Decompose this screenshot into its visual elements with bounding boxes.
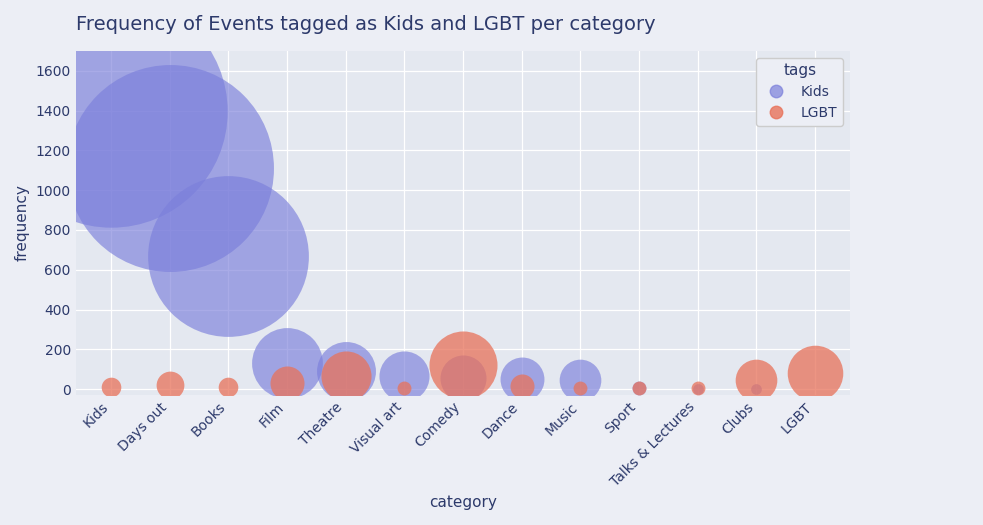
Point bbox=[161, 381, 177, 390]
Legend: Kids, LGBT: Kids, LGBT bbox=[757, 58, 843, 126]
Point bbox=[748, 376, 764, 384]
Point bbox=[631, 384, 647, 392]
Point bbox=[455, 361, 471, 370]
X-axis label: category: category bbox=[429, 495, 496, 510]
Point bbox=[572, 384, 588, 392]
Point bbox=[572, 376, 588, 384]
Point bbox=[396, 372, 412, 381]
Point bbox=[514, 375, 530, 383]
Point bbox=[337, 367, 353, 375]
Point bbox=[337, 372, 353, 381]
Point bbox=[455, 374, 471, 382]
Y-axis label: frequency: frequency bbox=[15, 185, 30, 261]
Point bbox=[220, 251, 236, 260]
Point bbox=[514, 382, 530, 391]
Point bbox=[103, 107, 119, 115]
Point bbox=[690, 384, 706, 393]
Point bbox=[279, 379, 295, 387]
Point bbox=[279, 359, 295, 368]
Point bbox=[748, 384, 764, 393]
Text: Frequency of Events tagged as Kids and LGBT per category: Frequency of Events tagged as Kids and L… bbox=[76, 15, 656, 34]
Point bbox=[396, 384, 412, 392]
Point bbox=[631, 384, 647, 392]
Point bbox=[807, 369, 823, 377]
Point bbox=[161, 164, 177, 172]
Point bbox=[690, 384, 706, 392]
Point bbox=[220, 383, 236, 391]
Point bbox=[103, 383, 119, 391]
